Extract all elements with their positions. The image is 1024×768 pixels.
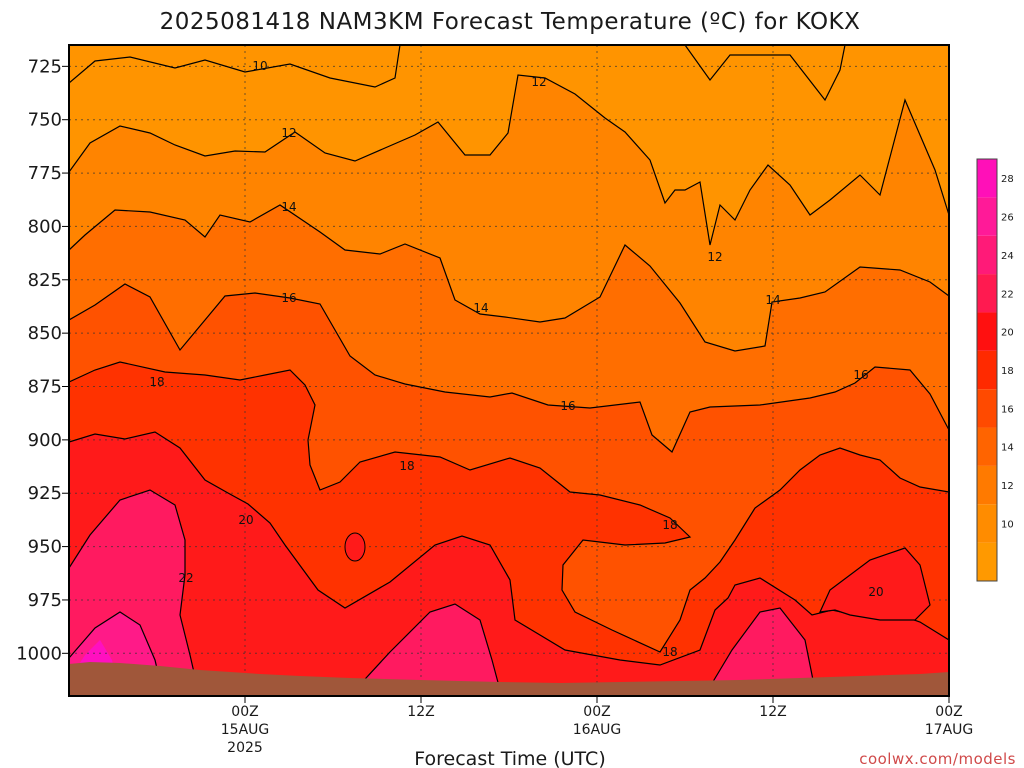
x-tick-label-2-0: 00Z bbox=[583, 704, 610, 720]
y-tick-label-725: 725 bbox=[28, 56, 62, 77]
isotherm-12-line bbox=[69, 74, 949, 246]
region-22-plus-midday bbox=[355, 604, 500, 696]
isotherm-20-line bbox=[69, 431, 949, 666]
colorbar-segment-3 bbox=[977, 427, 997, 466]
colorbar-label-6: 22 bbox=[1001, 289, 1014, 300]
region-20-to-22 bbox=[69, 432, 949, 696]
colorbar-segment-8 bbox=[977, 235, 997, 275]
isotherm-20-small-loop bbox=[344, 532, 366, 562]
y-tick-label-925: 925 bbox=[28, 483, 62, 504]
contour-label-12-c: 12 bbox=[707, 250, 722, 264]
isotherm-18-line bbox=[69, 361, 949, 653]
x-tick-label-4-1: 17AUG bbox=[925, 722, 974, 738]
region-22-plus-right bbox=[708, 608, 815, 696]
y-tick-label-1000: 1000 bbox=[16, 643, 62, 664]
grid-lines bbox=[69, 45, 949, 696]
plot-area: 10 12 12 12 14 14 14 16 16 16 18 18 18 1… bbox=[69, 45, 949, 696]
contour-label-22: 22 bbox=[178, 571, 193, 585]
contour-label-16-a: 16 bbox=[281, 291, 296, 305]
colorbar-label-3: 16 bbox=[1001, 404, 1014, 415]
colorbar-label-5: 20 bbox=[1001, 328, 1014, 339]
colorbar-segment-1 bbox=[977, 504, 997, 543]
colorbar: 10 12 14 16 18 20 22 24 26 28 bbox=[976, 158, 1014, 582]
contour-label-16-c: 16 bbox=[853, 368, 868, 382]
y-tick-label-900: 900 bbox=[28, 430, 62, 451]
colorbar-label-4: 18 bbox=[1001, 366, 1014, 377]
contour-label-16-b: 16 bbox=[560, 399, 575, 413]
contour-label-12-a: 12 bbox=[531, 75, 546, 89]
colorbar-segment-7 bbox=[977, 274, 997, 313]
x-tick-label-3-0: 12Z bbox=[759, 704, 786, 720]
colorbar-label-9: 28 bbox=[1001, 174, 1014, 185]
contour-label-20-b: 20 bbox=[868, 585, 883, 599]
contour-label-18-c: 18 bbox=[662, 518, 677, 532]
contour-label-18-b: 18 bbox=[399, 459, 414, 473]
y-tick-label-950: 950 bbox=[28, 537, 62, 558]
isotherm-24-line-left bbox=[69, 611, 163, 691]
y-axis-ticks: 725 750 775 800 825 850 875 900 925 950 975 1000 bbox=[16, 56, 69, 664]
colorbar-frame bbox=[976, 158, 998, 582]
isotherm-labels: 10 12 12 12 14 14 14 16 16 16 18 18 18 1… bbox=[149, 59, 883, 659]
colorbar-label-2: 14 bbox=[1001, 443, 1014, 454]
y-tick-label-975: 975 bbox=[28, 590, 62, 611]
x-axis-label: Forecast Time (UTC) bbox=[414, 748, 605, 768]
colorbar-label-0: 10 bbox=[1001, 519, 1014, 530]
colorbar-segment-10 bbox=[977, 159, 997, 198]
colorbar-label-1: 12 bbox=[1001, 481, 1014, 492]
colorbar-label-8: 26 bbox=[1001, 213, 1014, 224]
y-tick-label-825: 825 bbox=[28, 270, 62, 291]
contour-label-14-a: 14 bbox=[281, 200, 296, 214]
colorbar-segment-5 bbox=[977, 350, 997, 390]
isotherm-16-line bbox=[69, 283, 949, 453]
isotherm-20-line-right-loop bbox=[819, 547, 931, 621]
contour-label-12-b: 12 bbox=[281, 126, 296, 140]
y-tick-label-800: 800 bbox=[28, 216, 62, 237]
y-tick-label-775: 775 bbox=[28, 163, 62, 184]
credit-text: coolwx.com/models bbox=[859, 750, 1016, 768]
isotherm-14-line bbox=[69, 204, 949, 352]
contour-label-14-b: 14 bbox=[473, 301, 488, 315]
isotherm-22-line-left bbox=[69, 489, 199, 691]
y-tick-label-850: 850 bbox=[28, 323, 62, 344]
x-tick-label-0-1: 15AUG bbox=[221, 722, 270, 738]
colorbar-segment-0 bbox=[977, 542, 997, 581]
isotherm-22-line-right bbox=[707, 607, 816, 691]
isotherm-10-line-right bbox=[684, 45, 846, 102]
colorbar-segment-2 bbox=[977, 465, 997, 505]
contour-label-10: 10 bbox=[252, 59, 267, 73]
contour-label-14-c: 14 bbox=[765, 293, 780, 307]
ground-terrain bbox=[69, 662, 949, 696]
x-tick-label-0-0: 00Z bbox=[231, 704, 258, 720]
contour-label-18-a: 18 bbox=[149, 375, 164, 389]
y-tick-label-875: 875 bbox=[28, 377, 62, 398]
plot-frame bbox=[68, 44, 950, 697]
chart-title: 2025081418 NAM3KM Forecast Temperature (… bbox=[160, 9, 861, 35]
colorbar-segment-4 bbox=[977, 389, 997, 428]
y-tick-label-750: 750 bbox=[28, 110, 62, 131]
contour-label-18-d: 18 bbox=[662, 645, 677, 659]
colorbar-label-7: 24 bbox=[1001, 251, 1014, 262]
x-tick-label-1-0: 12Z bbox=[407, 704, 434, 720]
isotherm-22-line-midday bbox=[354, 603, 501, 691]
colorbar-segment-9 bbox=[977, 197, 997, 236]
x-tick-label-0-2: 2025 bbox=[227, 740, 263, 756]
x-tick-label-2-1: 16AUG bbox=[573, 722, 622, 738]
colorbar-segment-6 bbox=[977, 312, 997, 351]
isotherm-10-line bbox=[69, 45, 401, 88]
x-tick-label-4-0: 00Z bbox=[935, 704, 962, 720]
x-axis-ticks: 00Z 15AUG 2025 12Z 00Z 16AUG 12Z 00Z 17AUG bbox=[221, 696, 974, 756]
contour-label-20-a: 20 bbox=[238, 513, 253, 527]
